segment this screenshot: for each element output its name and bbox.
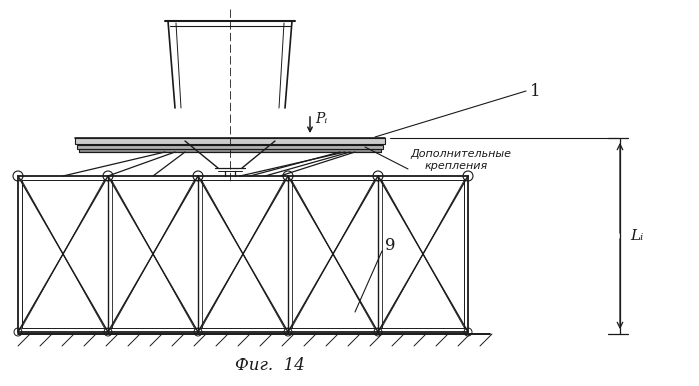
Text: Фиг.  14: Фиг. 14 [235, 357, 305, 374]
Text: 9: 9 [385, 237, 396, 254]
Text: крепления: крепления [425, 161, 488, 171]
Text: Дополнительные: Дополнительные [410, 149, 511, 159]
Text: 1: 1 [530, 83, 540, 100]
Bar [75, 138, 385, 144]
Text: Lᵢ: Lᵢ [630, 229, 643, 243]
Text: Pᵢ: Pᵢ [315, 112, 327, 126]
Bar [77, 145, 383, 149]
Bar [79, 149, 381, 152]
